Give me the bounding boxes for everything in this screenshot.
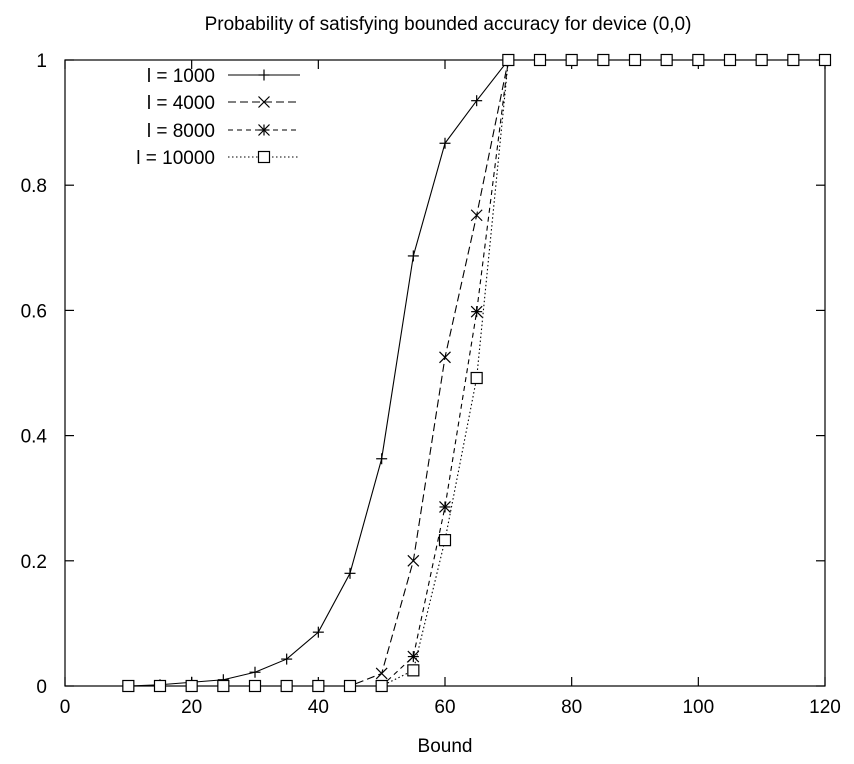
y-tick-label: 1: [36, 51, 47, 72]
series-2-point: [470, 209, 483, 222]
y-tick-label: 0.2: [21, 552, 47, 573]
series-3-point: [407, 650, 420, 663]
legend: l = 1000 l = 4000 l = 8000 l = 10000: [136, 66, 300, 169]
series-4-point: [185, 679, 198, 693]
legend-marker: [257, 150, 271, 164]
series-4-point: [723, 53, 737, 67]
y-tick-label: 0: [36, 677, 47, 698]
x-tick-label: 20: [181, 697, 202, 718]
series-1-point: [439, 137, 451, 149]
series-1-point: [312, 626, 324, 638]
legend-label: l = 10000: [136, 148, 215, 169]
y-tick-label: 0.4: [21, 427, 48, 448]
series-4-point: [660, 53, 673, 67]
series-4-point: [565, 53, 578, 67]
series-1-point: [249, 666, 261, 678]
chart-title: Probability of satisfying bounded accura…: [205, 14, 692, 35]
series-2-point: [439, 351, 451, 364]
series-4-point: [470, 371, 483, 385]
x-tick-label: 100: [682, 697, 714, 718]
legend-label: l = 8000: [147, 121, 215, 142]
series-3-point: [470, 305, 483, 318]
legend-label: l = 4000: [147, 93, 215, 114]
series-1-point: [471, 95, 483, 107]
series-4-point: [217, 679, 230, 693]
series-4-point: [787, 53, 800, 67]
x-tick-label: 120: [809, 697, 841, 718]
x-tick-label: 40: [308, 697, 329, 718]
series-2-point: [407, 554, 420, 567]
series-1-point: [407, 250, 419, 262]
x-tick-label: 80: [561, 697, 582, 718]
series-1-point: [281, 653, 293, 665]
series-4-line: [128, 59, 825, 687]
legend-marker: [258, 124, 270, 136]
series-2-point: [375, 667, 388, 680]
series-4-point: [438, 534, 452, 547]
series-3-line: [128, 59, 825, 687]
y-tick-label: 0.8: [21, 176, 47, 197]
series-4-point: [692, 53, 705, 67]
series-4-point: [375, 679, 388, 693]
series-4-point: [153, 679, 167, 693]
series-4: [122, 53, 832, 693]
x-tick-label: 60: [434, 697, 455, 718]
series-4-point: [533, 53, 547, 67]
legend-label: l = 1000: [147, 66, 215, 87]
legend-marker: [258, 69, 270, 81]
series-3-point: [439, 501, 451, 513]
series-4-point: [407, 664, 420, 677]
series-4-point: [248, 679, 262, 693]
x-tick-label: 0: [60, 697, 71, 718]
y-tick-label: 0.6: [21, 301, 47, 322]
series-4-point: [312, 679, 325, 693]
series-4-point: [818, 53, 832, 67]
axis-ticks: 0 20 40 60 80 100 120 0 0.2 0.4 0.6 0.8 1: [21, 51, 841, 718]
series-4-point: [597, 53, 610, 67]
series-4-point: [502, 53, 515, 67]
series-layer: [122, 53, 832, 693]
series-1-point: [376, 453, 388, 465]
series-4-point: [628, 53, 642, 67]
series-4-point: [122, 679, 135, 693]
series-4-point: [343, 679, 357, 693]
series-4-point: [280, 679, 293, 693]
series-4-point: [755, 53, 768, 67]
legend-marker: [258, 96, 270, 108]
series-1-point: [344, 567, 356, 579]
x-axis-label: Bound: [418, 736, 473, 757]
